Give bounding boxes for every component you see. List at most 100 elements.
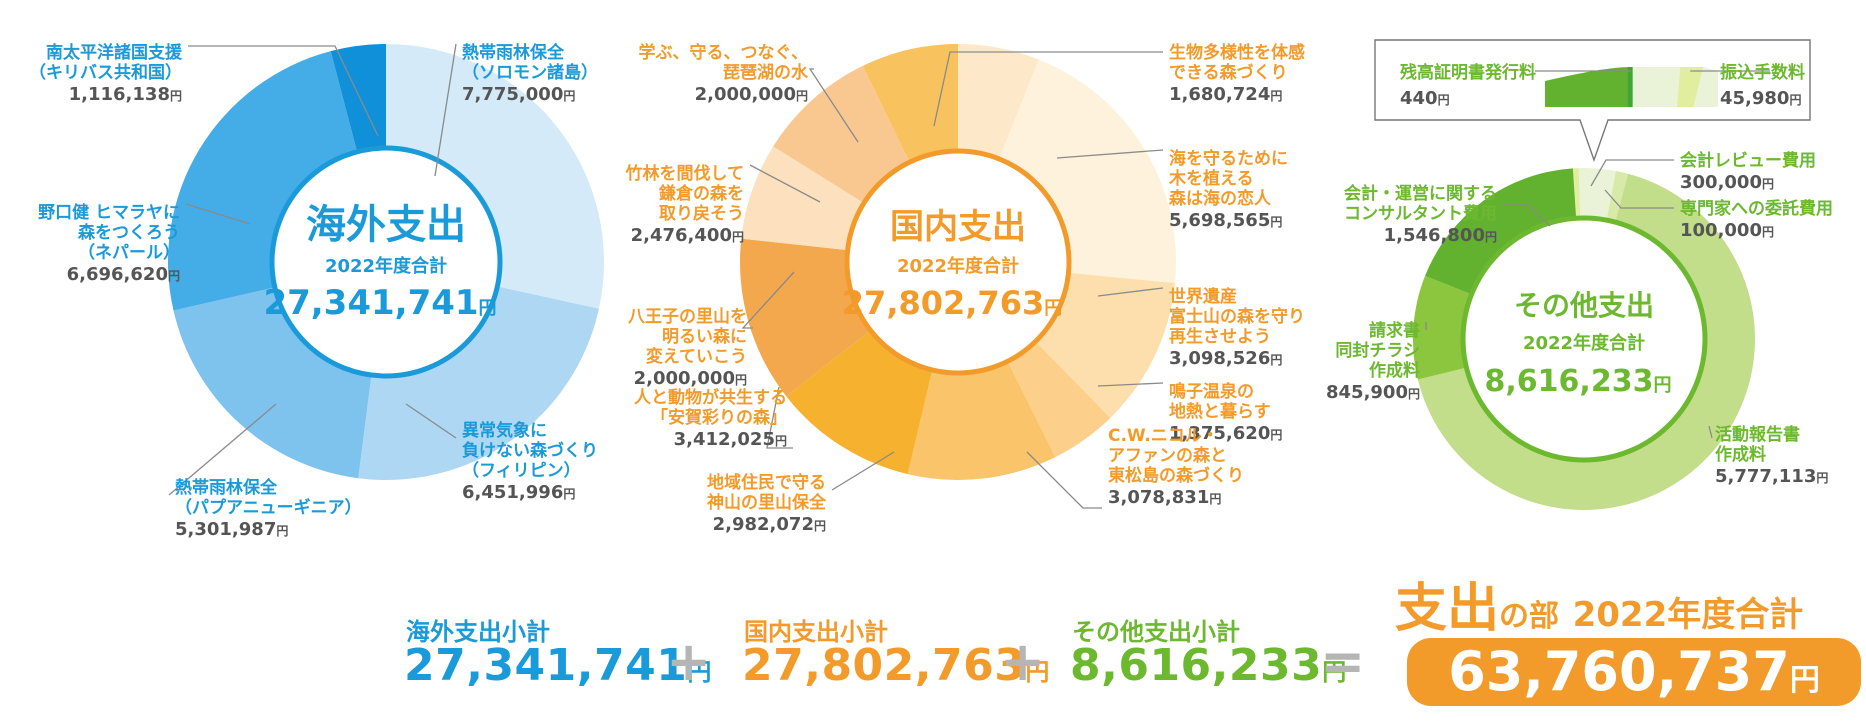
- other-slice-label: 同封チラシ: [1335, 340, 1420, 361]
- overseas-leader-line: [434, 43, 457, 177]
- overseas-center-circle: [269, 145, 503, 379]
- domestic-leader-line: [1097, 382, 1164, 387]
- domestic-slice-label: 海を守るために: [1169, 148, 1288, 169]
- callout-certificate-label: 残高証明書発行料: [1400, 62, 1536, 83]
- equals-sign: =: [1320, 630, 1366, 693]
- domestic-donut-chart: 国内支出 2022年度合計 27,802,763円: [740, 44, 1176, 480]
- domestic-slice-label: 人と動物が共生する: [634, 387, 787, 408]
- overseas-slice-value: 1,116,138円: [69, 84, 182, 105]
- callout-arc-band: [1545, 67, 1631, 107]
- domestic-slice: [1035, 272, 1175, 418]
- other-chart-title: その他支出: [1514, 289, 1654, 322]
- overseas-slice-label: （パプアニューギニア）: [175, 497, 362, 518]
- domestic-slice-label: 森は海の恋人: [1169, 188, 1272, 209]
- domestic-slice: [999, 59, 1176, 284]
- total-value-box: 63,760,737円: [1407, 638, 1861, 706]
- overseas-subtotal-label: 海外支出小計: [406, 618, 550, 646]
- other-subtotal-value: 8,616,233円: [1070, 640, 1347, 691]
- domestic-slice-value: 2,000,000円: [634, 368, 747, 389]
- other-leader-line: [1604, 189, 1674, 209]
- domestic-leader-line: [1056, 149, 1164, 159]
- other-slice-label: 活動報告書: [1715, 424, 1800, 445]
- domestic-slice-label: 生物多様性を体感: [1169, 42, 1305, 63]
- callout-fee-value: 45,980円: [1720, 88, 1801, 109]
- domestic-slice-label: できる森づくり: [1169, 62, 1288, 83]
- other-leader-line: [1503, 204, 1551, 227]
- domestic-slice-label: 明るい森に: [662, 326, 747, 347]
- callout-fee-label: 振込手数料: [1720, 62, 1805, 83]
- domestic-slice-label: 再生させよう: [1169, 326, 1271, 347]
- domestic-slice: [773, 65, 910, 204]
- other-slice-label: 会計レビュー費用: [1680, 150, 1816, 171]
- domestic-slice-label: 地熱と暮らす: [1169, 401, 1271, 422]
- other-slice-label: 作成料: [1369, 360, 1420, 381]
- other-slice: [1413, 275, 1472, 380]
- domestic-slice-label: 取り戻そう: [659, 203, 744, 224]
- domestic-slice: [958, 44, 1039, 159]
- plus-sign: +: [1000, 630, 1046, 693]
- other-subtotal-label: その他支出小計: [1072, 618, 1240, 646]
- domestic-subtotal-label: 国内支出小計: [744, 618, 888, 646]
- overseas-slice-value: 7,775,000円: [462, 84, 575, 105]
- overseas-slice-label: （ソロモン諸島）: [462, 62, 598, 83]
- domestic-slice-value: 5,698,565円: [1169, 210, 1282, 231]
- overseas-leader-line: [168, 403, 277, 496]
- domestic-subtotal-value: 27,802,763円: [742, 640, 1050, 691]
- other-center-circle: [1460, 215, 1708, 463]
- domestic-slice: [907, 361, 1056, 480]
- overseas-chart-total: 27,341,741円: [263, 283, 496, 323]
- domestic-slice-value: 1,375,620円: [1169, 423, 1282, 444]
- overseas-donut-chart: 海外支出 2022年度合計 27,341,741円: [167, 44, 604, 480]
- domestic-slice: [1007, 341, 1111, 458]
- other-slice: [1606, 171, 1629, 223]
- domestic-slice-label: アファンの森と: [1108, 445, 1227, 466]
- other-slice-value: 300,000円: [1680, 172, 1774, 193]
- other-slice-label: 作成料: [1715, 444, 1766, 465]
- domestic-slice-label: 琵琶湖の水: [723, 62, 809, 83]
- overseas-chart-title: 海外支出: [306, 202, 466, 248]
- domestic-slice-value: 3,078,831円: [1108, 487, 1221, 508]
- other-leader-line: [1708, 425, 1713, 439]
- domestic-slice-label: 神山の里山保全: [707, 492, 827, 513]
- domestic-slice-value: 2,476,400円: [631, 225, 744, 246]
- callout-certificate-segment: [1627, 67, 1633, 107]
- domestic-slice: [786, 330, 933, 475]
- other-chart-subtitle: 2022年度合計: [1523, 332, 1645, 354]
- domestic-chart-subtitle: 2022年度合計: [897, 255, 1019, 277]
- small-fees-callout: 残高証明書発行料 440円 振込手数料 45,980円: [1374, 39, 1811, 163]
- callout-fee-segment: [1677, 67, 1704, 107]
- overseas-slice-value: 6,696,620円: [67, 264, 180, 285]
- domestic-slice: [740, 238, 871, 397]
- plus-sign: +: [666, 630, 712, 693]
- domestic-slice-label: 八王子の里山を: [628, 307, 747, 327]
- overseas-slice-value: 5,301,987円: [175, 519, 288, 540]
- domestic-slice: [741, 146, 864, 251]
- overseas-leader-line: [185, 203, 251, 225]
- other-slice-label: コンサルタント費用: [1344, 203, 1497, 224]
- domestic-slice-value: 3,412,025円: [674, 429, 787, 450]
- domestic-slice-label: 世界遺産: [1169, 286, 1237, 307]
- other-leader-line: [1590, 159, 1674, 187]
- domestic-leader-line: [808, 68, 859, 143]
- domestic-slice-label: 「安賀彩りの森」: [651, 407, 787, 428]
- domestic-leader-line: [741, 271, 795, 329]
- other-slice-label: 専門家への委託費用: [1680, 198, 1833, 219]
- overseas-slice-label: 負けない森づくり: [462, 440, 598, 461]
- domestic-slice-value: 1,680,724円: [1169, 84, 1282, 105]
- callout-light-segment: [1693, 67, 1718, 107]
- domestic-slice-value: 2,982,072円: [713, 514, 826, 535]
- overseas-chart-subtitle: 2022年度合計: [325, 255, 447, 277]
- domestic-slice-value: 3,098,526円: [1169, 348, 1282, 369]
- domestic-slice-label: 木を植える: [1168, 168, 1254, 189]
- other-slice: [1578, 168, 1616, 221]
- domestic-slice-label: 竹林を間伐して: [625, 163, 745, 184]
- overseas-slice-label: 熱帯雨林保全: [175, 477, 278, 498]
- domestic-slice-label: 東松島の森づくり: [1108, 465, 1244, 486]
- domestic-leader-line: [1026, 451, 1102, 509]
- total-title: 支出の部 2022年度合計: [1395, 579, 1804, 639]
- other-slice-value: 5,777,113円: [1715, 466, 1828, 487]
- domestic-chart-title: 国内支出: [890, 207, 1026, 247]
- overseas-subtotal-value: 27,341,741円: [404, 640, 712, 691]
- domestic-slice-label: 変えていこう: [646, 346, 747, 367]
